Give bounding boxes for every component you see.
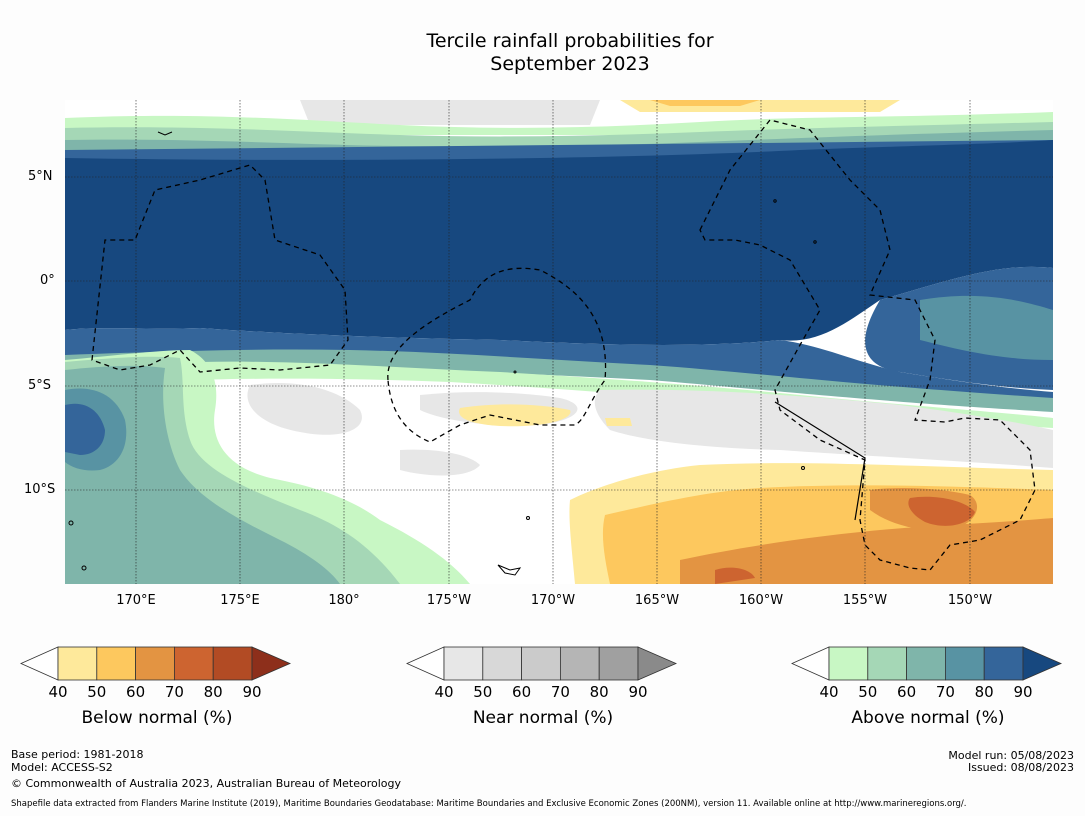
below-normal-70-lobe (908, 496, 975, 526)
southwest-above-normal-60 (65, 365, 340, 584)
lon-label-175e: 175°E (220, 593, 260, 608)
title-line-2: September 2023 (490, 53, 650, 75)
shapefile-credit: Shapefile data extracted from Flanders M… (11, 799, 967, 809)
colorbar-near-title: Near normal (%) (472, 708, 614, 728)
below-normal-patch-central (459, 404, 571, 427)
colorbar-below-segment (135, 646, 175, 681)
colorbar-near-segment (443, 646, 484, 681)
lon-label-160w: 160°W (738, 593, 784, 608)
colorbar-near-tick-label: 60 (512, 683, 532, 701)
islands (68, 131, 817, 576)
lon-label-175w: 175°W (426, 593, 472, 608)
colorbar-above-tick-label: 60 (897, 683, 917, 701)
lon-label-170e: 170°E (116, 593, 156, 608)
base-period: Base period: 1981-2018 (11, 748, 144, 761)
colorbar-below-segment (57, 646, 98, 681)
colorbar-above-title: Above normal (%) (851, 708, 1005, 728)
eez-boundaries (91, 119, 1036, 571)
colorbar-near-tick-label: 40 (434, 683, 454, 701)
issued-date: Issued: 08/08/2023 (967, 761, 1074, 774)
lon-label-150w: 150°W (947, 593, 993, 608)
model-name: Model: ACCESS-S2 (11, 761, 113, 774)
colorbar-above-segment (944, 646, 985, 681)
colorbar-near-segment (521, 646, 561, 681)
lat-label-10s: 10°S (24, 482, 56, 497)
colorbar-below-segment (212, 646, 253, 681)
lon-label-170w: 170°W (530, 593, 576, 608)
colorbar-near-normal (406, 646, 678, 681)
lat-label-0: 0° (40, 273, 55, 288)
colorbar-below-segment (96, 646, 137, 681)
colorbar-above-segment (828, 646, 869, 681)
east-above-normal-70 (920, 295, 1053, 360)
eez-solid-boundary (774, 401, 866, 521)
colorbar-below-tick-label: 90 (242, 683, 262, 701)
colorbar-below-tick-label: 60 (126, 683, 146, 701)
eez-line-islands (699, 119, 1036, 571)
chart-title: Tercile rainfall probabilities for Septe… (0, 30, 1085, 76)
colorbar-below-title: Below normal (%) (81, 708, 233, 728)
colorbar-near-under-triangle (406, 646, 445, 681)
colorbar-below-tick-label: 50 (87, 683, 107, 701)
colorbar-above-tick-label: 80 (974, 683, 994, 701)
colorbar-near-tick-label: 90 (628, 683, 648, 701)
colorbar-near-segment (598, 646, 639, 681)
colorbar-below-normal (20, 646, 292, 681)
colorbar-above-segment (906, 646, 946, 681)
colorbar-below-over-triangle (251, 646, 292, 681)
below-normal-patch-small (605, 418, 632, 426)
colorbar-near-segment (482, 646, 523, 681)
colorbar-near-over-triangle (637, 646, 678, 681)
lat-label-5s: 5°S (28, 378, 52, 393)
north-near-normal-area (300, 100, 600, 125)
colorbar-above-tick-label: 70 (935, 683, 955, 701)
colorbar-near-tick-label: 70 (550, 683, 570, 701)
near-normal-patch-1 (247, 382, 362, 435)
lon-label-165w: 165°W (634, 593, 680, 608)
colorbar-near-segment (559, 646, 600, 681)
north-below-normal-core (650, 100, 760, 106)
below-normal-70-south (715, 567, 755, 584)
title-line-1: Tercile rainfall probabilities for (426, 30, 714, 52)
colorbar-below-tick-label: 40 (48, 683, 68, 701)
colorbar-below-tick-label: 70 (164, 683, 184, 701)
copyright: © Commonwealth of Australia 2023, Austra… (11, 777, 401, 790)
colorbar-below-tick-label: 80 (203, 683, 223, 701)
colorbar-above-tick-label: 40 (819, 683, 839, 701)
near-normal-patch-3 (400, 449, 480, 476)
colorbar-below-segment (173, 646, 214, 681)
southeast-below-normal-60 (680, 518, 1053, 584)
graticule (65, 100, 1053, 584)
colorbar-above-tick-label: 50 (858, 683, 878, 701)
lon-label-155w: 155°W (842, 593, 888, 608)
rainfall-probability-map (65, 100, 1053, 584)
colorbar-near-tick-label: 50 (473, 683, 493, 701)
model-run-date: Model run: 05/08/2023 (948, 749, 1074, 762)
lon-label-180: 180° (328, 593, 360, 608)
equatorial-above-normal-90 (65, 140, 1053, 345)
colorbar-above-segment (867, 646, 908, 681)
colorbar-above-under-triangle (791, 646, 830, 681)
colorbar-near-tick-label: 80 (589, 683, 609, 701)
near-normal-east-area (594, 389, 1053, 468)
colorbar-above-tick-label: 90 (1013, 683, 1033, 701)
southwest-above-normal-80 (65, 403, 105, 455)
colorbar-below-under-triangle (20, 646, 59, 681)
lat-label-5n: 5°N (28, 169, 53, 184)
colorbar-above-segment (983, 646, 1024, 681)
colorbar-above-over-triangle (1022, 646, 1063, 681)
colorbar-above-normal (791, 646, 1063, 681)
